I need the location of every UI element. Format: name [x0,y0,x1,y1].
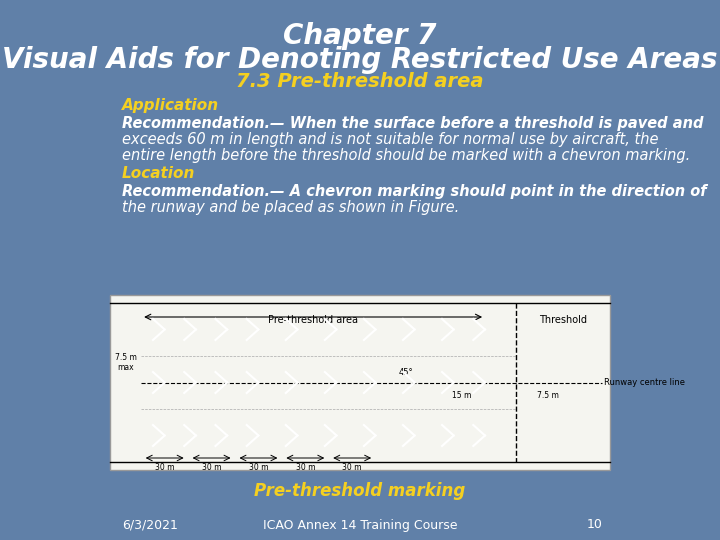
Text: 30 m: 30 m [155,463,174,472]
Text: 30 m: 30 m [248,463,268,472]
Text: exceeds 60 m in length and is not suitable for normal use by aircraft, the: exceeds 60 m in length and is not suitab… [122,132,658,147]
Text: ICAO Annex 14 Training Course: ICAO Annex 14 Training Course [263,518,457,531]
Text: Chapter 7: Chapter 7 [283,22,437,50]
Bar [110,295,610,470]
Text: the runway and be placed as shown in Figure.: the runway and be placed as shown in Fig… [122,200,459,215]
Text: 7.3 Pre-threshold area: 7.3 Pre-threshold area [236,72,484,91]
Text: Location: Location [122,166,195,181]
Text: 45°: 45° [399,368,414,377]
Text: Pre-threshold marking: Pre-threshold marking [254,482,466,500]
Text: 7.5 m: 7.5 m [536,390,559,400]
Text: Recommendation.— When the surface before a threshold is paved and: Recommendation.— When the surface before… [122,116,703,131]
Text: 30 m: 30 m [202,463,221,472]
Text: Threshold: Threshold [539,315,587,325]
Text: Recommendation.— A chevron marking should point in the direction of: Recommendation.— A chevron marking shoul… [122,184,706,199]
Text: 6/3/2021: 6/3/2021 [122,518,178,531]
Text: 7.5 m
max: 7.5 m max [114,353,137,372]
Text: Pre-threshold area: Pre-threshold area [268,315,358,325]
Text: Visual Aids for Denoting Restricted Use Areas: Visual Aids for Denoting Restricted Use … [2,46,718,74]
Text: 30 m: 30 m [296,463,315,472]
Text: 10: 10 [586,518,602,531]
Text: 30 m: 30 m [343,463,362,472]
Text: Runway centre line: Runway centre line [604,378,685,387]
Text: entire length before the threshold should be marked with a chevron marking.: entire length before the threshold shoul… [122,148,690,163]
Text: 15 m: 15 m [452,390,472,400]
Text: Application: Application [122,98,219,113]
